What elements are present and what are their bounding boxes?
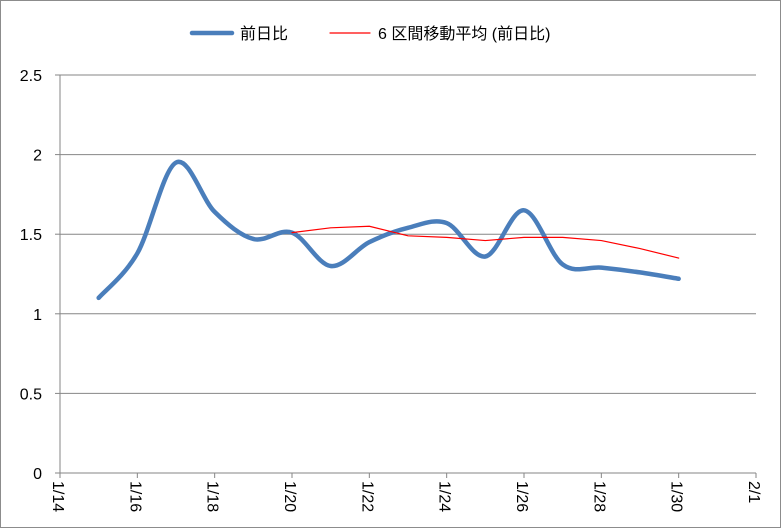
series-line-2 <box>291 225 680 259</box>
y-tick-label: 2 <box>33 148 42 165</box>
y-tick-label: 1.5 <box>20 227 42 244</box>
x-tick-label: 1/22 <box>358 481 375 512</box>
x-tick-label: 1/14 <box>49 481 66 512</box>
x-tick-label: 1/30 <box>668 481 685 512</box>
series-lines <box>96 159 681 301</box>
x-tick-label: 1/20 <box>281 481 298 512</box>
y-tick-label: 0 <box>33 466 42 483</box>
y-tick-label: 1 <box>33 307 42 324</box>
gridlines <box>60 74 756 394</box>
tick-labels: 0 0.5 1 1.5 2 2.5 1/14 1/16 1/18 1/20 1/22 1/24 1/26… <box>20 68 762 512</box>
x-tick-label: 1/28 <box>590 481 607 512</box>
axes <box>55 74 757 478</box>
x-tick-label: 1/18 <box>204 481 221 512</box>
legend: 前日比 6 区間移動平均 (前日比) <box>189 25 550 43</box>
legend-label-2: 6 区間移動平均 (前日比) <box>378 25 550 43</box>
y-tick-label: 2.5 <box>20 68 42 85</box>
legend-label-1: 前日比 <box>240 25 288 43</box>
x-tick-label: 1/24 <box>436 481 453 512</box>
series-line-1 <box>96 159 681 301</box>
x-tick-label: 1/16 <box>126 481 143 512</box>
x-tick-label: 2/1 <box>745 481 762 503</box>
y-tick-label: 0.5 <box>20 386 42 403</box>
x-tick-label: 1/26 <box>513 481 530 512</box>
